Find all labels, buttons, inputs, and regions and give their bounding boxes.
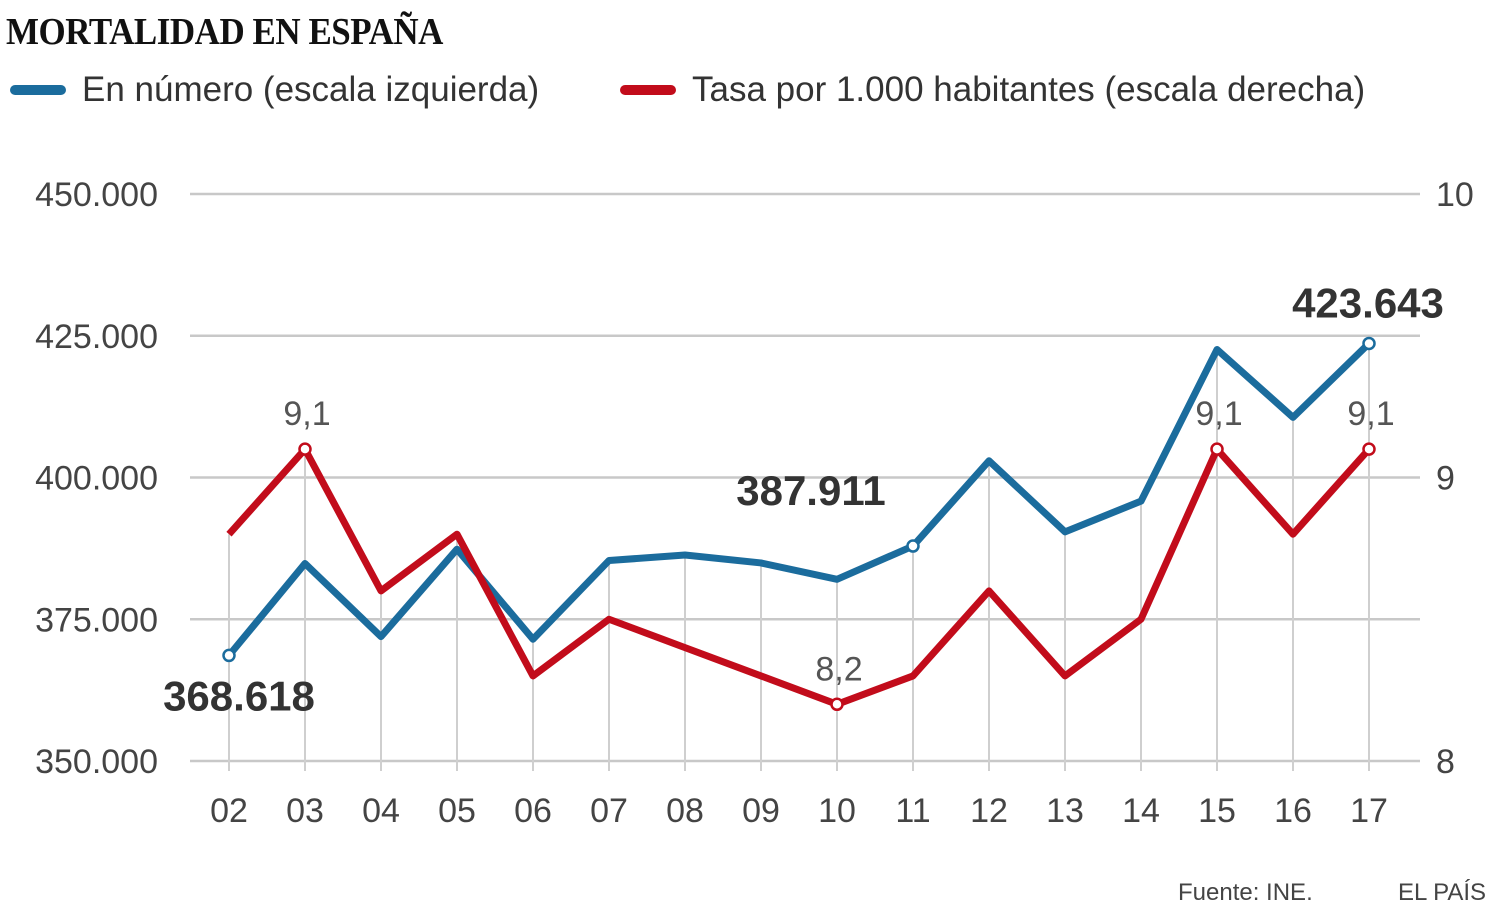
legend-swatch-blue: [10, 85, 66, 95]
left-tick-label: 375.000: [35, 601, 158, 639]
chart-title: MORTALIDAD EN ESPAÑA: [6, 11, 443, 53]
data-label: 8,2: [815, 650, 862, 688]
x-tick-label: 08: [666, 792, 704, 830]
x-tick-label: 06: [514, 792, 552, 830]
x-tick-label: 10: [818, 792, 856, 830]
x-tick-label: 17: [1350, 792, 1388, 830]
data-point-marker: [222, 648, 236, 663]
legend-label: En número (escala izquierda): [82, 70, 540, 109]
data-point-marker: [906, 539, 920, 553]
right-tick-label: 10: [1436, 176, 1474, 214]
left-tick-label: 450.000: [35, 176, 158, 214]
data-label: 423.643: [1292, 279, 1444, 326]
x-tick-label: 12: [970, 792, 1008, 830]
data-point-marker: [298, 442, 312, 456]
x-tick-label: 03: [286, 792, 324, 830]
x-tick-label: 13: [1046, 792, 1084, 830]
data-label: 9,1: [283, 395, 330, 433]
x-tick-label: 15: [1198, 792, 1236, 830]
x-tick-label: 05: [438, 792, 476, 830]
legend-swatch-red: [620, 85, 676, 95]
left-tick-label: 400.000: [35, 460, 158, 498]
data-label: 387.911: [736, 467, 886, 514]
series-line-number: [226, 340, 1372, 658]
x-tick-label: 14: [1122, 792, 1160, 830]
brand-label: EL PAÍS: [1398, 879, 1486, 906]
x-tick-label: 09: [742, 792, 780, 830]
x-tick-label: 07: [590, 792, 628, 830]
series-line-rate: [226, 445, 1372, 708]
x-tick-label: 11: [895, 792, 930, 830]
data-point-marker: [1210, 442, 1224, 456]
x-tick-label: 02: [210, 792, 248, 830]
legend-item-number: En número (escala izquierda): [10, 70, 539, 110]
data-point-marker: [1362, 442, 1376, 456]
data-point-marker: [1362, 336, 1376, 351]
data-point-marker: [830, 697, 844, 712]
x-tick-label: 04: [362, 792, 400, 830]
right-tick-label: 8: [1436, 743, 1455, 781]
right-tick-label: 9: [1436, 460, 1455, 498]
left-tick-label: 425.000: [35, 318, 158, 356]
left-tick-label: 350.000: [35, 743, 158, 781]
x-tick-label: 16: [1274, 792, 1312, 830]
source-note: Fuente: INE.: [1178, 879, 1313, 906]
legend-item-rate: Tasa por 1.000 habitantes (escala derech…: [620, 70, 1365, 110]
data-label: 9,1: [1347, 395, 1394, 433]
data-label: 9,1: [1195, 395, 1242, 433]
data-label: 368.618: [163, 672, 315, 719]
legend-label: Tasa por 1.000 habitantes (escala derech…: [692, 70, 1366, 109]
